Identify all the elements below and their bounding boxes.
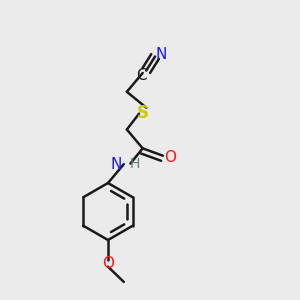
Text: H: H bbox=[129, 157, 140, 171]
Text: N: N bbox=[155, 47, 167, 62]
Text: O: O bbox=[102, 256, 114, 271]
Text: C: C bbox=[136, 68, 146, 83]
Text: O: O bbox=[164, 150, 176, 165]
Text: S: S bbox=[137, 104, 149, 122]
Text: N: N bbox=[111, 157, 122, 172]
